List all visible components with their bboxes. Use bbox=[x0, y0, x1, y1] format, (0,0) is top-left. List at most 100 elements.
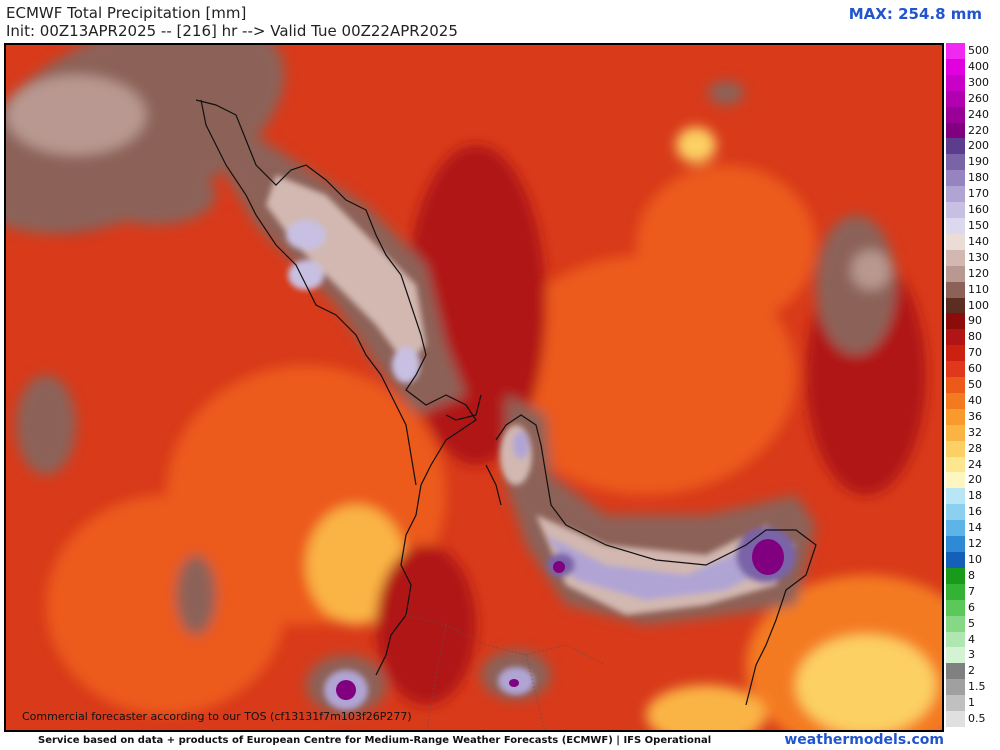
legend-swatch bbox=[946, 615, 965, 632]
legend-label: 160 bbox=[968, 203, 989, 217]
legend-item: 140 bbox=[946, 233, 1000, 250]
legend-item: 60 bbox=[946, 361, 1000, 378]
legend-label: 40 bbox=[968, 393, 982, 407]
license-note: Commercial forecaster according to our T… bbox=[22, 710, 412, 723]
legend-item: 2 bbox=[946, 663, 1000, 680]
legend-label: 300 bbox=[968, 75, 989, 89]
legend-label: 1 bbox=[968, 696, 975, 710]
legend-item: 16 bbox=[946, 504, 1000, 521]
legend-item: 4 bbox=[946, 631, 1000, 648]
legend-label: 70 bbox=[968, 346, 982, 360]
legend-item: 24 bbox=[946, 456, 1000, 473]
legend-swatch bbox=[946, 711, 965, 727]
legend-swatch bbox=[946, 424, 965, 441]
legend-item: 150 bbox=[946, 217, 1000, 234]
source-footer: Service based on data + products of Euro… bbox=[38, 735, 712, 746]
legend-item: 14 bbox=[946, 520, 1000, 537]
legend-swatch bbox=[946, 361, 965, 378]
legend-label: 2 bbox=[968, 664, 975, 678]
legend-label: 7 bbox=[968, 584, 975, 598]
legend-label: 180 bbox=[968, 171, 989, 185]
legend-swatch bbox=[946, 552, 965, 568]
legend-swatch bbox=[946, 43, 965, 59]
legend-item: 500 bbox=[946, 43, 1000, 59]
legend-label: 110 bbox=[968, 282, 989, 296]
legend-label: 220 bbox=[968, 123, 989, 137]
legend-item: 180 bbox=[946, 170, 1000, 187]
legend-swatch bbox=[946, 695, 965, 712]
legend-label: 170 bbox=[968, 187, 989, 201]
legend-label: 24 bbox=[968, 457, 982, 471]
legend-swatch bbox=[946, 58, 965, 75]
legend-label: 20 bbox=[968, 473, 982, 487]
legend-label: 50 bbox=[968, 378, 982, 392]
legend-label: 400 bbox=[968, 59, 989, 73]
legend-swatch bbox=[946, 186, 965, 203]
legend-item: 70 bbox=[946, 345, 1000, 362]
legend-label: 28 bbox=[968, 441, 982, 455]
site-link[interactable]: weathermodels.com bbox=[784, 732, 944, 748]
map-subtitle: Init: 00Z13APR2025 -- [216] hr --> Valid… bbox=[6, 22, 458, 40]
legend-item: 32 bbox=[946, 424, 1000, 441]
legend-swatch bbox=[946, 663, 965, 680]
legend-swatch bbox=[946, 233, 965, 250]
legend-label: 90 bbox=[968, 314, 982, 328]
legend-label: 18 bbox=[968, 489, 982, 503]
legend-item: 220 bbox=[946, 122, 1000, 139]
legend-swatch bbox=[946, 281, 965, 298]
legend-item: 160 bbox=[946, 202, 1000, 218]
legend-item: 10 bbox=[946, 552, 1000, 568]
legend-swatch bbox=[946, 647, 965, 664]
legend-label: 14 bbox=[968, 521, 982, 535]
legend-label: 8 bbox=[968, 568, 975, 582]
legend-label: 16 bbox=[968, 505, 982, 519]
legend-item: 36 bbox=[946, 408, 1000, 425]
legend-item: 190 bbox=[946, 154, 1000, 171]
legend-label: 36 bbox=[968, 409, 982, 423]
legend-label: 130 bbox=[968, 250, 989, 264]
legend-item: 18 bbox=[946, 488, 1000, 505]
legend-swatch bbox=[946, 631, 965, 648]
coastline bbox=[195, 99, 817, 706]
legend-swatch bbox=[946, 488, 965, 505]
precipitation-field bbox=[6, 45, 942, 730]
legend-swatch bbox=[946, 74, 965, 91]
legend-swatch bbox=[946, 265, 965, 282]
legend-label: 60 bbox=[968, 362, 982, 376]
legend-swatch bbox=[946, 520, 965, 537]
legend-item: 90 bbox=[946, 313, 1000, 330]
legend-item: 260 bbox=[946, 90, 1000, 107]
legend-item: 100 bbox=[946, 297, 1000, 314]
legend-swatch bbox=[946, 408, 965, 425]
legend-swatch bbox=[946, 90, 965, 107]
legend-label: 260 bbox=[968, 91, 989, 105]
legend-label: 0.5 bbox=[968, 712, 986, 726]
legend-item: 1 bbox=[946, 695, 1000, 712]
legend-swatch bbox=[946, 392, 965, 409]
legend-swatch bbox=[946, 329, 965, 346]
legend-swatch bbox=[946, 472, 965, 489]
legend-item: 110 bbox=[946, 281, 1000, 298]
legend-swatch bbox=[946, 154, 965, 171]
legend-label: 12 bbox=[968, 537, 982, 551]
legend-label: 6 bbox=[968, 600, 975, 614]
legend-swatch bbox=[946, 313, 965, 330]
legend-swatch bbox=[946, 504, 965, 521]
legend-swatch bbox=[946, 106, 965, 123]
legend-swatch bbox=[946, 599, 965, 616]
legend-swatch bbox=[946, 679, 965, 696]
max-value-label: MAX: 254.8 mm bbox=[848, 5, 982, 23]
legend-swatch bbox=[946, 297, 965, 314]
legend-label: 3 bbox=[968, 648, 975, 662]
legend-item: 400 bbox=[946, 58, 1000, 75]
legend-label: 140 bbox=[968, 234, 989, 248]
legend-item: 170 bbox=[946, 186, 1000, 203]
legend-label: 100 bbox=[968, 298, 989, 312]
legend-swatch bbox=[946, 536, 965, 553]
legend-swatch bbox=[946, 456, 965, 473]
legend-swatch bbox=[946, 170, 965, 187]
legend-label: 4 bbox=[968, 632, 975, 646]
legend-item: 40 bbox=[946, 392, 1000, 409]
legend-item: 0.5 bbox=[946, 711, 1000, 727]
legend-label: 200 bbox=[968, 139, 989, 153]
